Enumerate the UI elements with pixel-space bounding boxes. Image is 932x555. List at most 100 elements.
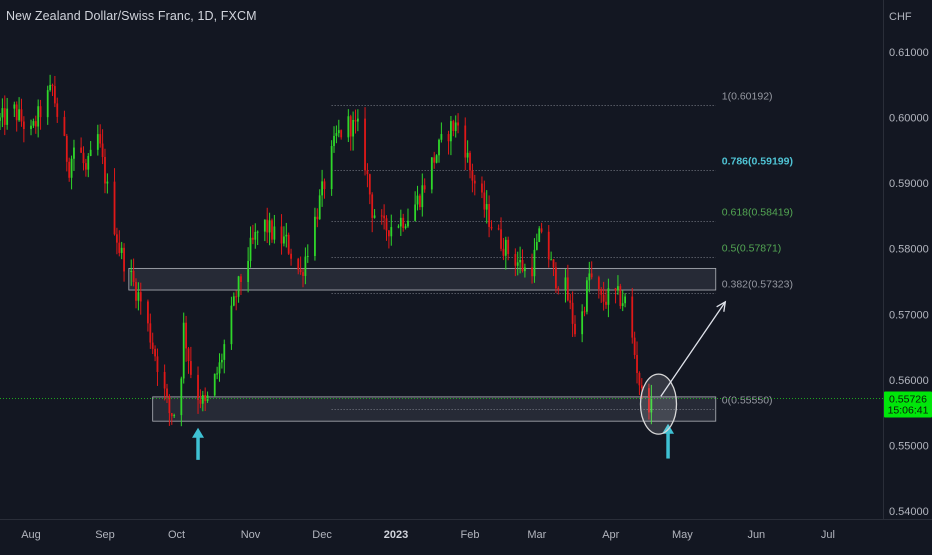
candle [321, 169, 323, 207]
candle-body [132, 270, 135, 282]
candle-body [497, 228, 500, 230]
candle [648, 383, 650, 420]
candle-body [514, 254, 517, 266]
candle-body [621, 303, 624, 306]
candle-body [516, 262, 519, 266]
candle [84, 158, 87, 177]
candle [335, 125, 338, 144]
candle [404, 223, 407, 230]
candle-body [151, 342, 154, 349]
candle [56, 97, 59, 123]
candle-body [135, 281, 137, 301]
candle-body [213, 373, 216, 396]
candle [302, 268, 304, 288]
candle [430, 157, 433, 194]
candle-body [600, 288, 603, 295]
candle [99, 124, 102, 148]
candle-body [383, 215, 386, 219]
candle [116, 227, 118, 255]
candle [240, 273, 242, 295]
candle [20, 98, 23, 127]
candle-body [469, 152, 471, 171]
candle [168, 394, 171, 426]
candle-body [440, 134, 443, 140]
candle [163, 364, 166, 401]
candle [557, 286, 560, 295]
candle [550, 251, 553, 261]
candle [333, 126, 335, 153]
candle [216, 366, 219, 380]
candle-body [256, 231, 259, 233]
candle [187, 347, 190, 374]
candle-body [290, 253, 292, 259]
candle-body [37, 106, 40, 127]
candle [397, 224, 400, 229]
candle-body [182, 322, 185, 379]
candle [633, 331, 636, 359]
y-axis-tick-label: 0.59000 [889, 178, 929, 190]
candle-body [349, 116, 352, 137]
candle [147, 299, 149, 332]
candle [330, 140, 333, 196]
candle [204, 387, 207, 412]
candle-body [583, 311, 586, 313]
candle [80, 137, 83, 154]
candle-body [273, 226, 276, 240]
candle [590, 261, 593, 280]
current-price-label: 0.55726 [889, 394, 927, 406]
candle-body [0, 117, 1, 121]
candle-body [297, 258, 300, 270]
candle-body [240, 276, 242, 283]
candle-body [280, 226, 283, 244]
candle-body [123, 247, 125, 272]
candle-body [154, 348, 156, 357]
candle [0, 112, 1, 130]
candle [469, 150, 471, 179]
candle-body [624, 296, 626, 304]
y-axis-currency: CHF [889, 11, 912, 23]
candle [247, 247, 250, 293]
candle [49, 74, 52, 92]
candle-body [51, 84, 54, 87]
candle [51, 83, 54, 97]
x-axis-tick-label: Mar [527, 529, 546, 541]
candle-body [423, 185, 426, 190]
highlight-circle [639, 373, 678, 435]
candle [636, 341, 638, 384]
candle [96, 124, 99, 156]
candle [63, 110, 66, 137]
x-axis-tick-label: Jun [747, 529, 765, 541]
candle [235, 290, 238, 311]
fib-level-label: 0(0.55550) [722, 395, 773, 407]
projection-arrow [660, 300, 727, 397]
candle-body [104, 156, 106, 184]
candle [182, 312, 185, 384]
candle [299, 256, 302, 275]
candle-body [68, 161, 71, 178]
candle-body [168, 396, 171, 414]
candle [34, 115, 37, 134]
candle [287, 232, 290, 255]
candle [22, 116, 25, 143]
candle-body [602, 294, 605, 302]
candle [521, 249, 524, 273]
candle-body [356, 118, 359, 122]
candle-body [347, 116, 350, 138]
candle-body [30, 125, 32, 130]
x-axis-tick-label: 2023 [384, 529, 408, 541]
candle [356, 109, 359, 132]
candle-body [99, 134, 102, 144]
candle [263, 219, 266, 242]
candle [416, 185, 419, 211]
candle-body [232, 296, 235, 306]
candle-body [390, 227, 393, 237]
candle-body [373, 215, 376, 218]
candle [602, 281, 605, 311]
candle [37, 99, 40, 138]
candle [399, 209, 402, 236]
candle-body [435, 155, 438, 163]
candle-body [73, 147, 75, 159]
candle [252, 224, 254, 245]
